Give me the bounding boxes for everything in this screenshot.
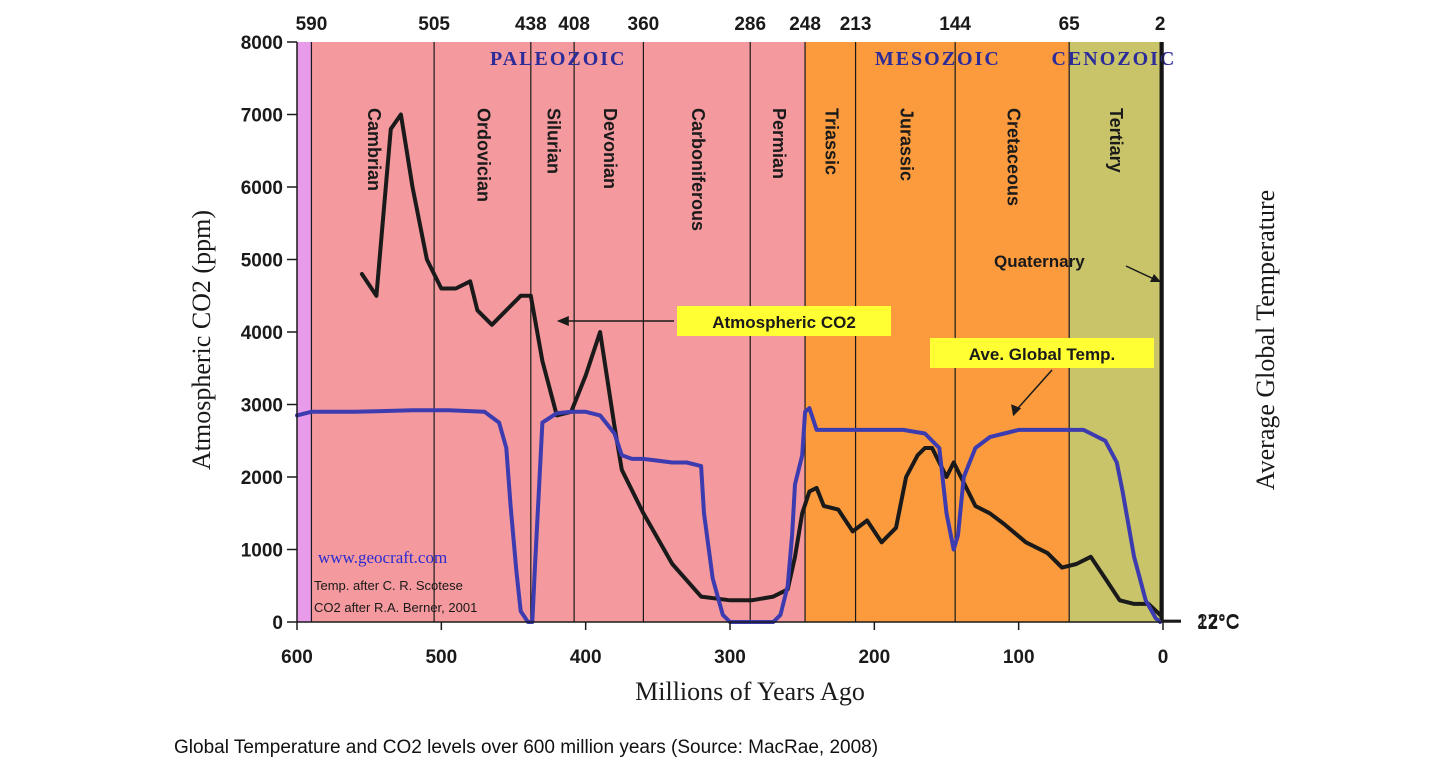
- y-tick-label-0: 0: [272, 613, 283, 634]
- y-tick-label-7000: 7000: [241, 106, 283, 127]
- y-tick-label-3000: 3000: [241, 396, 283, 417]
- x-tick-label-100: 100: [1003, 647, 1035, 668]
- figure-caption: Global Temperature and CO2 levels over 6…: [174, 737, 879, 758]
- x-tick-label-200: 200: [858, 647, 890, 668]
- callout-arrowhead-co2: [556, 316, 569, 326]
- boundary-label-213: 213: [840, 14, 872, 35]
- period-label-permian: Permian: [769, 108, 789, 179]
- period-label-devonian: Devonian: [600, 108, 620, 189]
- y2-tick-label-22-c: 22°C: [1197, 611, 1239, 632]
- callout-label-temp: Ave. Global Temp.: [969, 345, 1115, 364]
- quaternary-arrowhead: [1150, 274, 1161, 282]
- callout-box-co2: [677, 306, 891, 336]
- band-cenozoic: [1069, 42, 1161, 622]
- x-tick-label-600: 600: [281, 647, 313, 668]
- era-label-paleozoic: PALEOZOIC: [490, 48, 627, 70]
- y2-axis-title: Average Global Temperature: [1251, 190, 1280, 490]
- annotation-layer: Atmospheric CO2 Ave. Global Temp. Quaterna…: [314, 252, 1161, 615]
- period-label-jurassic: Jurassic: [897, 108, 917, 181]
- x-tick-label-0: 0: [1158, 647, 1169, 668]
- quaternary-label: Quaternary: [994, 252, 1085, 271]
- period-label-silurian: Silurian: [544, 108, 564, 174]
- credit-temp: Temp. after C. R. Scotese: [314, 578, 463, 593]
- series-line-atmospheric-co2: [359, 112, 1163, 617]
- period-label-layer: PALEOZOIC MESOZOIC CENOZOIC Cambrian Ordovic…: [364, 48, 1176, 231]
- boundary-label-144: 144: [939, 14, 971, 35]
- period-label-cambrian: Cambrian: [364, 108, 384, 191]
- boundary-label-408: 408: [558, 14, 590, 35]
- axes-layer: 590 505 438 408 360 286 248 213 144 65 20100020003…: [187, 14, 1280, 706]
- callout-arrow-temp: [1015, 369, 1053, 411]
- x-tick-label-500: 500: [425, 647, 457, 668]
- boundary-label-286: 286: [734, 14, 766, 35]
- y-tick-label-8000: 8000: [241, 33, 283, 54]
- era-label-cenozoic: CENOZOIC: [1051, 48, 1176, 70]
- boundary-label-505: 505: [418, 14, 450, 35]
- y-tick-label-5000: 5000: [241, 251, 283, 272]
- boundary-label-360: 360: [628, 14, 660, 35]
- credit-url: www.geocraft.com: [318, 548, 447, 567]
- y-tick-label-6000: 6000: [241, 178, 283, 199]
- boundary-label-2: 2: [1155, 14, 1166, 35]
- y2-tick-label-17-c: 17°C: [1197, 612, 1239, 633]
- callout-label-co2: Atmospheric CO2: [712, 313, 856, 332]
- x-tick-label-400: 400: [570, 647, 602, 668]
- y-tick-label-2000: 2000: [241, 468, 283, 489]
- y-tick-label-1000: 1000: [241, 541, 283, 562]
- boundary-label-438: 438: [515, 14, 547, 35]
- boundary-label-65: 65: [1059, 14, 1081, 35]
- era-label-mesozoic: MESOZOIC: [875, 48, 1001, 70]
- y-axis-title: Atmospheric CO2 (ppm): [187, 210, 216, 470]
- period-label-triassic: Triassic: [822, 108, 842, 175]
- x-tick-label-300: 300: [714, 647, 746, 668]
- boundary-label-590: 590: [296, 14, 328, 35]
- band-quaternary: [1160, 42, 1163, 622]
- band-precambrian: [297, 42, 312, 622]
- callout-arrowhead-temp: [1011, 404, 1022, 417]
- y-tick-label-4000: 4000: [241, 323, 283, 344]
- callout-box-temp: [930, 338, 1154, 368]
- period-label-ordovician: Ordovician: [474, 108, 494, 202]
- period-label-cretaceous: Cretaceous: [1003, 108, 1023, 206]
- period-label-tertiary: Tertiary: [1106, 108, 1126, 173]
- quaternary-arrow: [1125, 265, 1157, 281]
- period-label-carboniferous: Carboniferous: [688, 108, 708, 231]
- y2-tick-label-12-c: 12°C: [1197, 613, 1239, 634]
- credit-co2: CO2 after R.A. Berner, 2001: [314, 600, 477, 615]
- boundary-label-248: 248: [789, 14, 821, 35]
- x-axis-title: Millions of Years Ago: [635, 677, 865, 706]
